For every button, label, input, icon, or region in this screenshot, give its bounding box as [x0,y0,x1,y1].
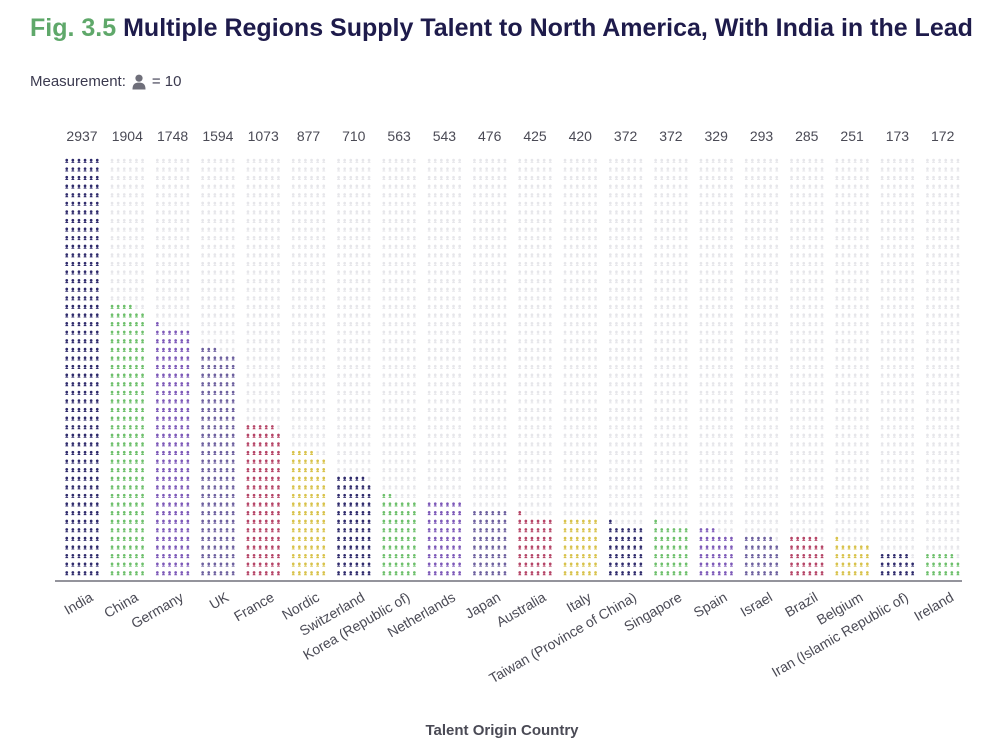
bar-background-icons [337,158,371,481]
data-label: 710 [342,128,366,144]
bar-icons [835,536,869,576]
x-tick-label: UK [207,588,232,612]
bar [835,158,869,576]
bar-background-icons [427,158,462,498]
bar [382,158,416,576]
bar-background-icons [472,158,507,507]
bar-background-icons [835,158,869,541]
data-label: 285 [795,128,819,144]
bar [654,158,688,576]
bar-icons [744,536,779,576]
measurement-legend: Measurement: = 10 [30,73,182,90]
data-label: 2937 [66,128,97,144]
bar [201,158,235,576]
bar-background-icons [110,158,145,309]
bar-icons [382,493,416,576]
chart-title-text: Multiple Regions Supply Talent to North … [123,14,973,42]
x-tick-label: Italy [564,589,594,616]
data-label: 293 [750,128,774,144]
bar-background-icons [654,158,688,524]
bar-background-icons [880,158,915,559]
bar-background-icons [291,158,326,455]
bar [744,158,779,576]
bar-icons [925,553,960,576]
bar [608,158,643,576]
bar [518,158,552,576]
bar-icons [337,476,371,576]
bar [790,158,824,576]
data-label: 1748 [157,128,188,144]
bar [65,158,99,576]
measurement-unit: = 10 [151,73,182,90]
data-label: 420 [569,128,593,144]
bar [563,158,598,576]
bar [880,158,915,576]
bar-icons [518,510,552,576]
bar-background-icons [518,158,552,516]
bar-icons [880,553,915,576]
bar-background-icons [563,158,598,516]
bar-icons [65,158,99,576]
bar [110,158,145,576]
bar [699,158,733,576]
bar-icons [201,347,235,576]
bar-icons [472,510,507,576]
chart-title: Fig. 3.5 Multiple Regions Supply Talent … [30,14,973,43]
x-tick-label: Germany [128,589,186,632]
bar [155,158,190,576]
bar [246,158,280,576]
x-tick-label: India [61,589,95,618]
data-label: 877 [297,128,321,144]
bar-icons [291,450,326,576]
bar-icons [246,425,280,576]
bar-background-icons [699,158,733,533]
bar-background-icons [155,158,190,327]
bar-icons [790,536,824,576]
bar [337,158,371,576]
bar-icons [155,321,190,576]
bar-icons [608,519,643,576]
bar-icons [110,304,145,576]
data-label: 543 [433,128,457,144]
bar-icons [654,519,688,576]
data-label: 425 [523,128,547,144]
x-tick-label: Taiwan (Province of China) [486,589,639,687]
bar [472,158,507,576]
bar-background-icons [790,158,824,541]
data-label: 1073 [248,128,279,144]
bar-icons [427,502,462,576]
bar [925,158,960,576]
x-tick-label: Spain [691,589,730,621]
bar-background-icons [382,158,416,498]
data-label: 329 [705,128,729,144]
bar-background-icons [246,158,280,430]
bar-icons [699,528,733,576]
data-label: 173 [886,128,910,144]
data-label: 172 [931,128,955,144]
x-tick-label: Australia [493,589,548,630]
bar-background-icons [608,158,643,524]
figure-number: Fig. 3.5 [30,14,117,42]
person-icon [132,74,146,89]
x-axis-title: Talent Origin Country [425,722,579,739]
data-label: 1594 [202,128,233,144]
measurement-label: Measurement: [30,73,126,90]
x-tick-label: Ireland [911,589,956,624]
data-label: 372 [659,128,683,144]
data-label: 372 [614,128,638,144]
bar-icons [563,519,598,576]
bar-background-icons [201,158,235,352]
x-tick-label: France [231,589,277,625]
data-label: 1904 [112,128,143,144]
data-label: 476 [478,128,502,144]
x-tick-label: Israel [737,589,775,620]
data-label: 563 [387,128,411,144]
bar-background-icons [925,158,960,559]
data-label: 251 [840,128,864,144]
bar [291,158,326,576]
bar [427,158,462,576]
bar-background-icons [744,158,779,541]
